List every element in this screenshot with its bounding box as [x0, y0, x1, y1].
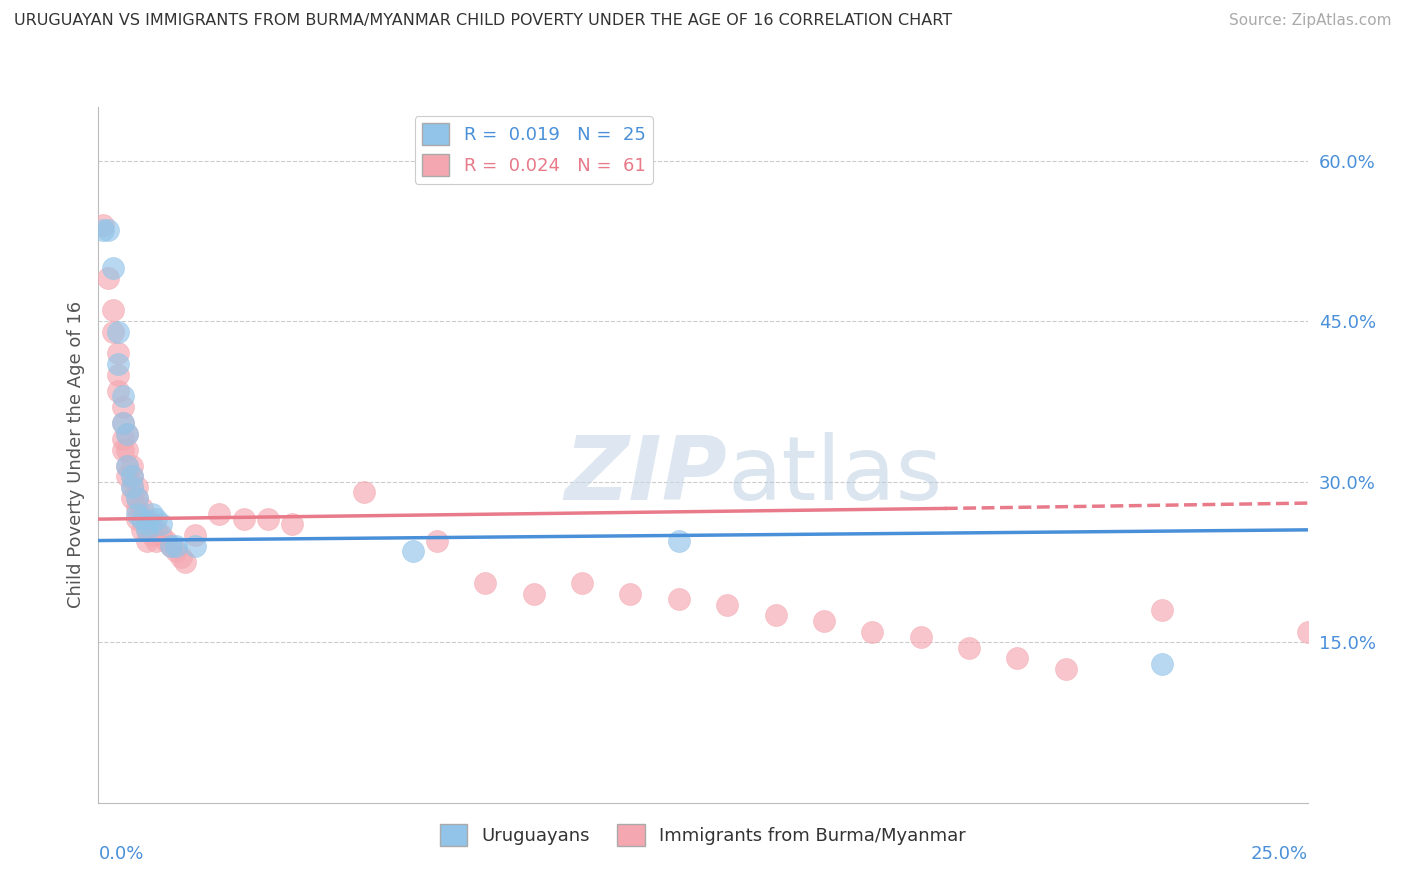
Point: [127, 480, 149, 494]
Point: [150, 528, 173, 542]
Point: [121, 458, 143, 473]
Y-axis label: Child Poverty Under the Age of 16: Child Poverty Under the Age of 16: [66, 301, 84, 608]
Point: [141, 528, 163, 542]
Point: [111, 400, 134, 414]
Point: [813, 614, 835, 628]
Point: [256, 512, 278, 526]
Point: [668, 533, 690, 548]
Point: [1152, 657, 1174, 671]
Point: [101, 325, 124, 339]
Point: [101, 260, 124, 275]
Point: [121, 480, 143, 494]
Point: [474, 576, 496, 591]
Point: [160, 539, 183, 553]
Point: [121, 469, 143, 483]
Text: ZIP: ZIP: [564, 433, 727, 519]
Point: [523, 587, 546, 601]
Point: [127, 507, 149, 521]
Point: [145, 533, 167, 548]
Point: [353, 485, 375, 500]
Point: [111, 442, 134, 457]
Point: [101, 303, 124, 318]
Point: [131, 501, 153, 516]
Point: [135, 533, 157, 548]
Point: [131, 523, 153, 537]
Point: [184, 539, 207, 553]
Text: URUGUAYAN VS IMMIGRANTS FROM BURMA/MYANMAR CHILD POVERTY UNDER THE AGE OF 16 COR: URUGUAYAN VS IMMIGRANTS FROM BURMA/MYANM…: [14, 13, 952, 29]
Point: [117, 426, 139, 441]
Point: [135, 517, 157, 532]
Point: [97, 223, 120, 237]
Point: [1296, 624, 1319, 639]
Point: [107, 325, 129, 339]
Point: [174, 555, 197, 569]
Point: [402, 544, 425, 558]
Point: [169, 549, 191, 564]
Point: [127, 512, 149, 526]
Legend: Uruguayans, Immigrants from Burma/Myanmar: Uruguayans, Immigrants from Burma/Myanma…: [433, 816, 973, 853]
Point: [426, 533, 449, 548]
Point: [150, 517, 173, 532]
Point: [145, 512, 167, 526]
Point: [208, 507, 231, 521]
Point: [117, 469, 139, 483]
Point: [97, 271, 120, 285]
Point: [111, 416, 134, 430]
Text: 25.0%: 25.0%: [1250, 845, 1308, 863]
Text: atlas: atlas: [727, 433, 942, 519]
Point: [121, 491, 143, 505]
Point: [957, 640, 980, 655]
Point: [619, 587, 641, 601]
Point: [184, 528, 207, 542]
Point: [127, 491, 149, 505]
Point: [232, 512, 254, 526]
Point: [141, 507, 163, 521]
Point: [135, 523, 157, 537]
Point: [117, 442, 139, 457]
Text: 0.0%: 0.0%: [98, 845, 143, 863]
Point: [910, 630, 932, 644]
Point: [111, 432, 134, 446]
Point: [127, 491, 149, 505]
Point: [121, 480, 143, 494]
Point: [145, 523, 167, 537]
Point: [121, 469, 143, 483]
Point: [160, 539, 183, 553]
Point: [91, 223, 114, 237]
Point: [1007, 651, 1029, 665]
Text: Source: ZipAtlas.com: Source: ZipAtlas.com: [1229, 13, 1392, 29]
Point: [135, 523, 157, 537]
Point: [117, 426, 139, 441]
Point: [111, 389, 134, 403]
Point: [165, 544, 187, 558]
Point: [91, 218, 114, 232]
Point: [107, 384, 129, 398]
Point: [111, 416, 134, 430]
Point: [127, 501, 149, 516]
Point: [765, 608, 787, 623]
Point: [1152, 603, 1174, 617]
Point: [107, 368, 129, 382]
Point: [668, 592, 690, 607]
Point: [860, 624, 883, 639]
Point: [131, 512, 153, 526]
Point: [571, 576, 593, 591]
Point: [107, 357, 129, 371]
Point: [135, 512, 157, 526]
Point: [165, 539, 187, 553]
Point: [155, 533, 177, 548]
Point: [131, 512, 153, 526]
Point: [716, 598, 738, 612]
Point: [281, 517, 304, 532]
Point: [107, 346, 129, 360]
Point: [117, 458, 139, 473]
Point: [117, 458, 139, 473]
Point: [1054, 662, 1077, 676]
Point: [141, 517, 163, 532]
